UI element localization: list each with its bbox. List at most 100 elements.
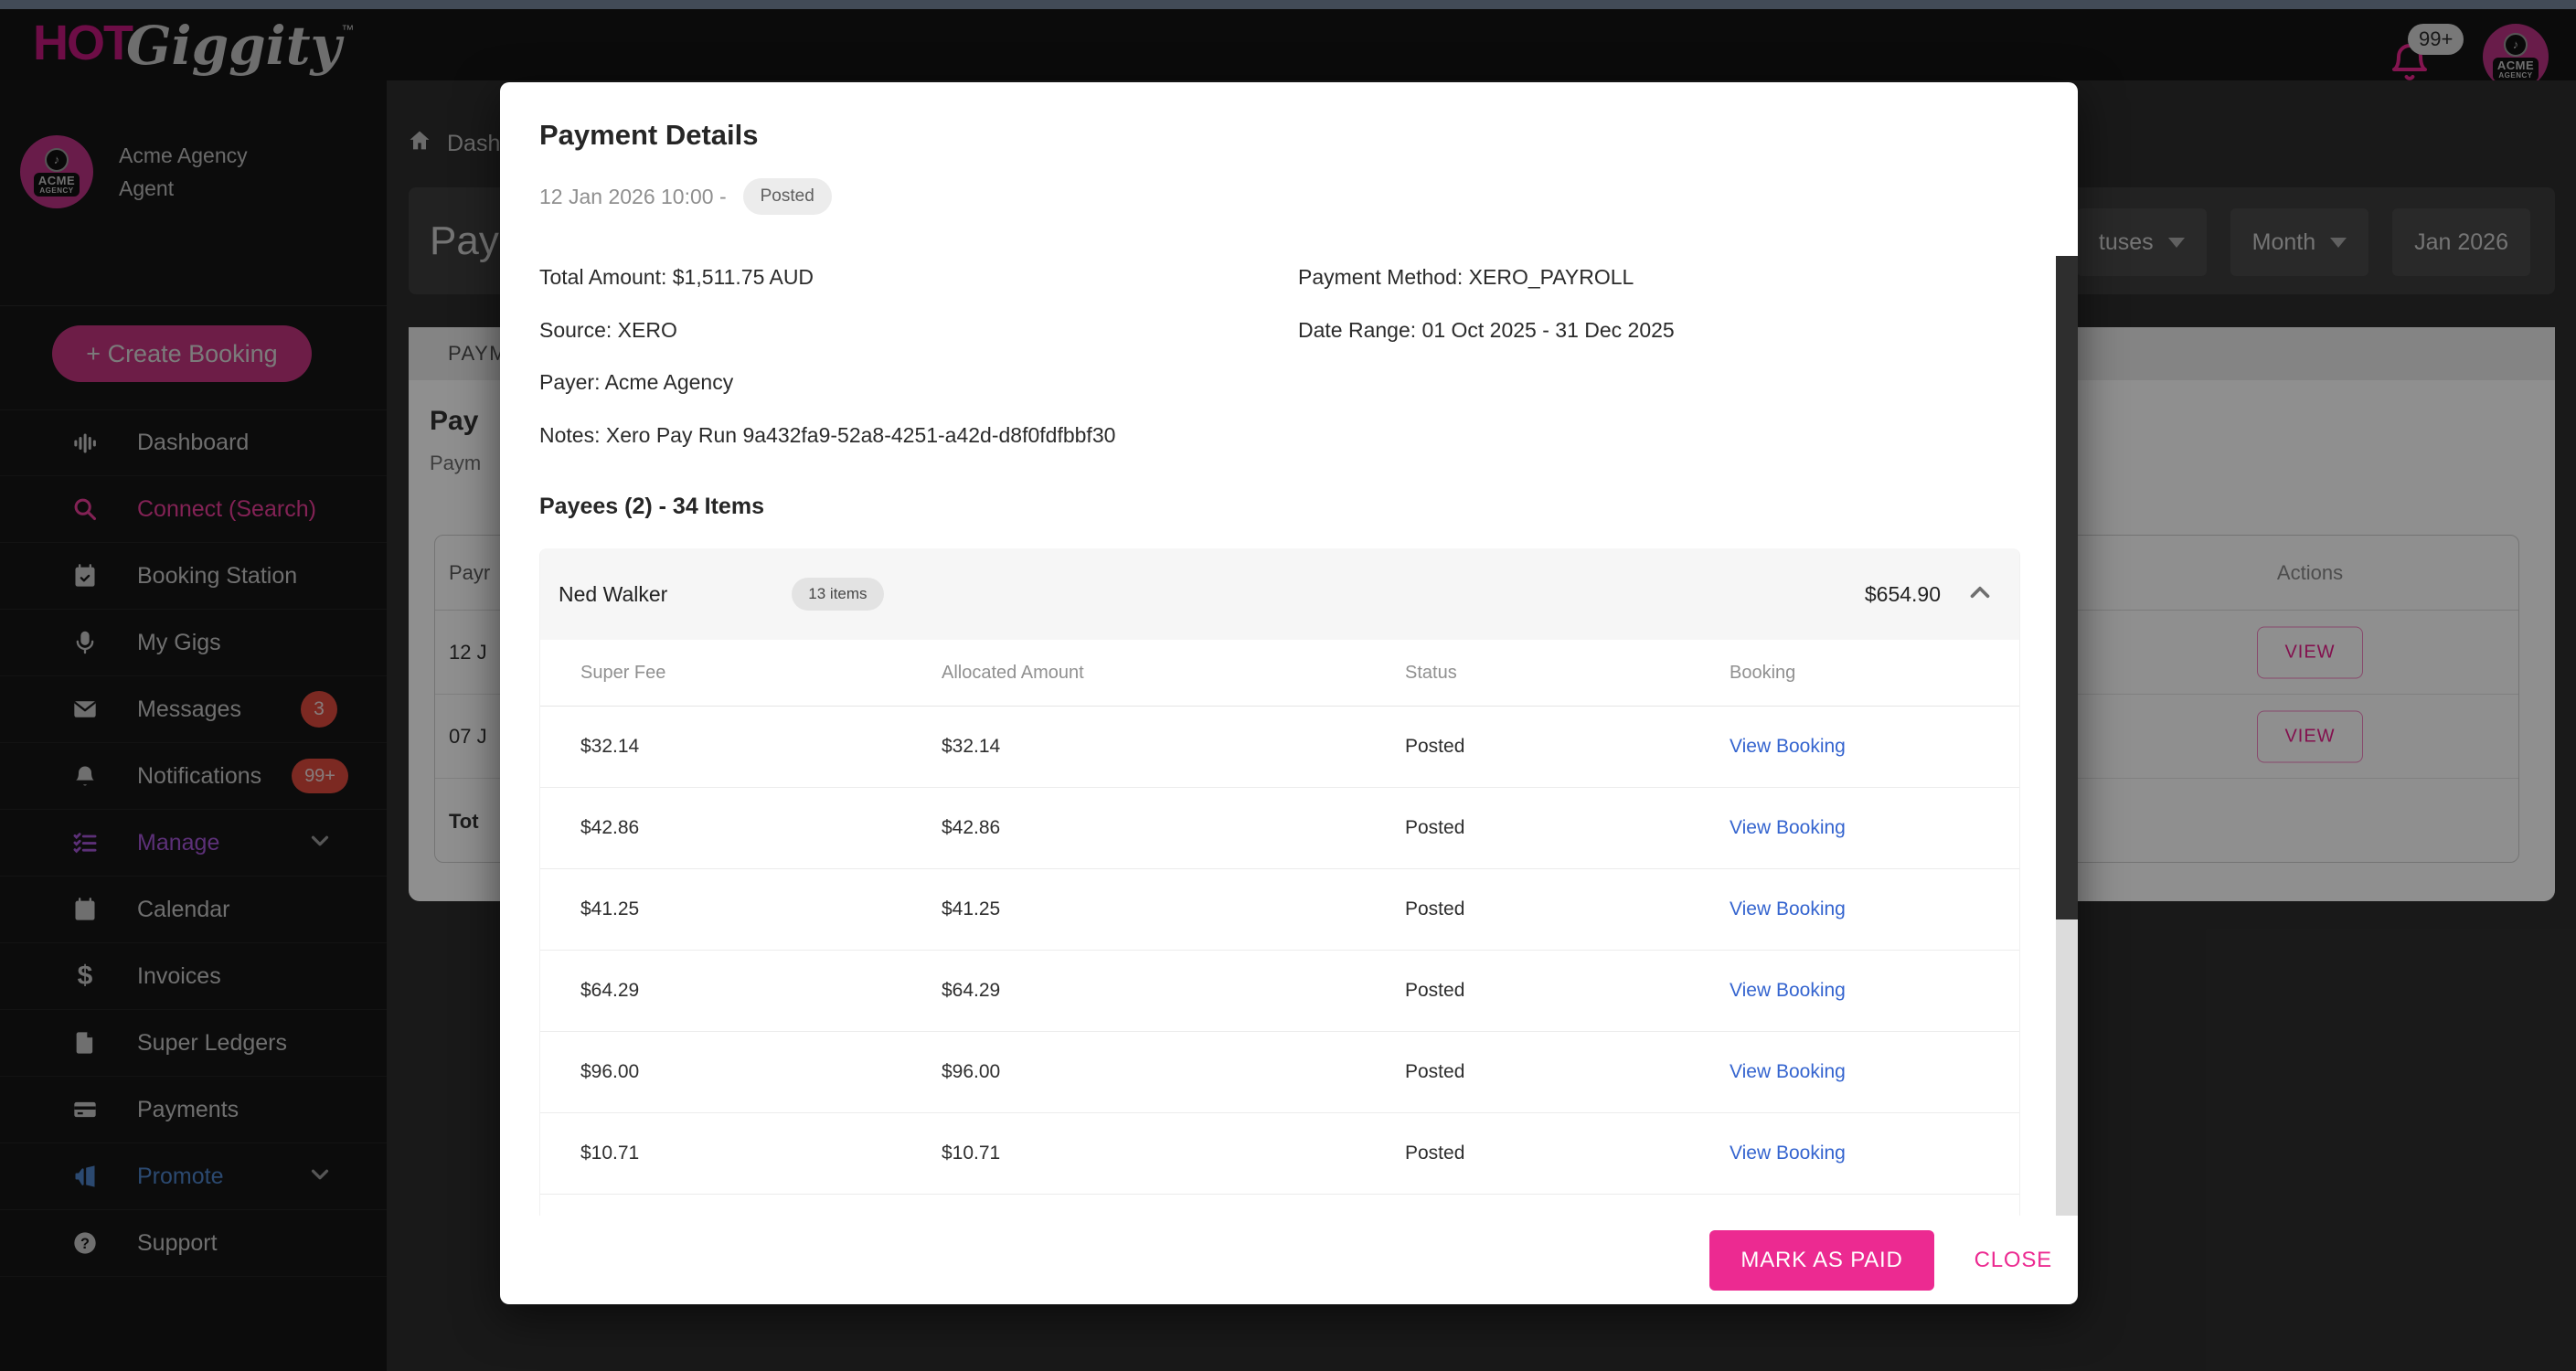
mic-logo-icon: ♪: [45, 147, 69, 172]
sidebar-item-booking-station[interactable]: Booking Station: [0, 543, 387, 610]
avatar-text-acme: ACME: [2496, 58, 2535, 72]
sidebar-item-manage[interactable]: Manage: [0, 810, 387, 877]
table-row: $96.00 $96.00 Posted View Booking: [540, 1032, 2019, 1113]
modal-scrollbar[interactable]: [2056, 256, 2078, 1216]
payer: Payer: Acme Agency: [539, 370, 734, 395]
page-title: Payr: [430, 218, 513, 263]
breadcrumb[interactable]: Dash: [407, 128, 500, 160]
view-booking-link[interactable]: View Booking: [1730, 898, 1846, 919]
logo-hot: HOT: [33, 16, 133, 70]
notifications-bell-button[interactable]: 99+: [2388, 24, 2470, 90]
search-icon: [71, 495, 99, 523]
scrollbar-thumb[interactable]: [2056, 256, 2078, 919]
sidebar-item-payments[interactable]: Payments: [0, 1077, 387, 1143]
details-right-column: Payment Method: XERO_PAYROLL Date Range:…: [1298, 251, 1675, 356]
avatar-text-agency: AGENCY: [2498, 70, 2533, 80]
sidebar-item-support[interactable]: ? Support: [0, 1210, 387, 1277]
sidebar-item-calendar[interactable]: Calendar: [0, 877, 387, 943]
panel-subtitle: Paym: [430, 452, 482, 474]
payee-items-table: Super Fee Allocated Amount Status Bookin…: [540, 640, 2019, 1195]
details-left-column: Total Amount: $1,511.75 AUD Source: XERO…: [539, 251, 1115, 462]
table-total-row: Tot: [449, 810, 479, 833]
statuses-filter-dropdown[interactable]: tuses: [2076, 208, 2207, 276]
calendar-check-icon: [71, 562, 99, 590]
view-booking-link[interactable]: View Booking: [1730, 1061, 1846, 1082]
account-avatar[interactable]: ♪ ACME AGENCY: [2483, 24, 2549, 90]
close-button[interactable]: CLOSE: [1974, 1247, 2052, 1272]
sidebar-item-promote[interactable]: Promote: [0, 1143, 387, 1210]
column-header-status: Status: [1405, 662, 1457, 683]
microphone-icon: [71, 629, 99, 656]
column-header-actions: Actions: [2276, 560, 2344, 584]
mark-as-paid-button[interactable]: MARK AS PAID: [1709, 1229, 1934, 1291]
sidebar-item-connect-search[interactable]: Connect (Search): [0, 476, 387, 543]
sidebar-item-super-ledgers[interactable]: Super Ledgers: [0, 1010, 387, 1077]
dollar-icon: $: [77, 961, 93, 991]
sidebar-item-messages[interactable]: Messages 3: [0, 676, 387, 743]
app-logo[interactable]: HOT Giggity ™: [33, 15, 354, 77]
super-fee-cell: $32.14: [580, 736, 640, 757]
month-filter-dropdown[interactable]: Month: [2230, 208, 2369, 276]
mic-logo-icon: ♪: [2504, 32, 2528, 57]
view-button[interactable]: VIEW: [2257, 626, 2363, 678]
megaphone-icon: [71, 1163, 99, 1190]
column-header-allocated-amount: Allocated Amount: [942, 662, 1084, 683]
date-range: Date Range: 01 Oct 2025 - 31 Dec 2025: [1298, 317, 1675, 342]
caret-down-icon: [2330, 237, 2347, 248]
table-row: $32.14 $32.14 Posted View Booking: [540, 707, 2019, 788]
column-header-date: Payr: [449, 560, 491, 584]
help-icon: ?: [71, 1229, 99, 1257]
tab-payments[interactable]: PAYM: [448, 342, 508, 365]
notifications-count-badge: 99+: [2408, 24, 2464, 55]
status-cell: Posted: [1405, 898, 1465, 919]
chevron-up-icon[interactable]: [1964, 577, 1996, 612]
breadcrumb-label: Dash: [447, 131, 501, 156]
notes: Notes: Xero Pay Run 9a432fa9-52a8-4251-a…: [539, 422, 1116, 447]
modal-footer: MARK AS PAID CLOSE: [500, 1216, 2078, 1304]
logo-trademark: ™: [341, 22, 355, 37]
credit-card-icon: [71, 1096, 99, 1123]
document-icon: [71, 1029, 99, 1057]
home-icon: [407, 128, 432, 160]
table-row: $10.71 $10.71 Posted View Booking: [540, 1113, 2019, 1195]
table-row: $64.29 $64.29 Posted View Booking: [540, 951, 2019, 1032]
app-header: HOT Giggity ™ 99+ ♪ ACME AGENCY: [0, 9, 2576, 90]
sidebar-item-invoices[interactable]: $ Invoices: [0, 943, 387, 1010]
view-booking-link[interactable]: View Booking: [1730, 817, 1846, 838]
status-cell: Posted: [1405, 1061, 1465, 1082]
profile-avatar: ♪ ACME AGENCY: [20, 135, 93, 208]
allocated-amount-cell: $42.86: [942, 817, 1001, 838]
sidebar-item-my-gigs[interactable]: My Gigs: [0, 610, 387, 676]
filter-bar: tuses Month Jan 2026: [2076, 208, 2530, 276]
svg-text:?: ?: [80, 1236, 90, 1252]
view-booking-link[interactable]: View Booking: [1730, 1142, 1846, 1164]
payee-amount: $654.90: [1864, 581, 1941, 606]
date-filter-input[interactable]: Jan 2026: [2392, 208, 2530, 276]
chevron-down-icon: [306, 1161, 334, 1193]
equalizer-icon: [71, 430, 99, 457]
profile-name: Acme Agency: [119, 143, 248, 167]
sidebar-profile[interactable]: ♪ ACME AGENCY Acme Agency Agent: [20, 135, 248, 208]
sidebar-item-dashboard[interactable]: Dashboard: [0, 409, 387, 476]
sidebar-item-notifications[interactable]: Notifications 99+: [0, 743, 387, 810]
payee-items-badge: 13 items: [792, 578, 884, 611]
payees-heading: Payees (2) - 34 Items: [539, 494, 764, 519]
allocated-amount-cell: $10.71: [942, 1142, 1001, 1164]
chevron-down-icon: [306, 827, 334, 859]
status-cell: Posted: [1405, 736, 1465, 757]
payment-method: Payment Method: XERO_PAYROLL: [1298, 265, 1634, 290]
status-badge: Posted: [742, 178, 832, 215]
table-row: $41.25 $41.25 Posted View Booking: [540, 869, 2019, 951]
create-booking-button[interactable]: + Create Booking: [52, 325, 312, 382]
total-amount: Total Amount: $1,511.75 AUD: [539, 265, 814, 290]
view-booking-link[interactable]: View Booking: [1730, 980, 1846, 1001]
allocated-amount-cell: $41.25: [942, 898, 1001, 919]
super-fee-cell: $10.71: [580, 1142, 640, 1164]
view-booking-link[interactable]: View Booking: [1730, 736, 1846, 757]
logo-giggity: Giggity: [126, 15, 342, 77]
view-button[interactable]: VIEW: [2257, 710, 2363, 762]
payee-accordion-header[interactable]: Ned Walker 13 items $654.90: [540, 548, 2019, 640]
top-accent-strip: [0, 0, 2576, 9]
table-row: $42.86 $42.86 Posted View Booking: [540, 788, 2019, 869]
